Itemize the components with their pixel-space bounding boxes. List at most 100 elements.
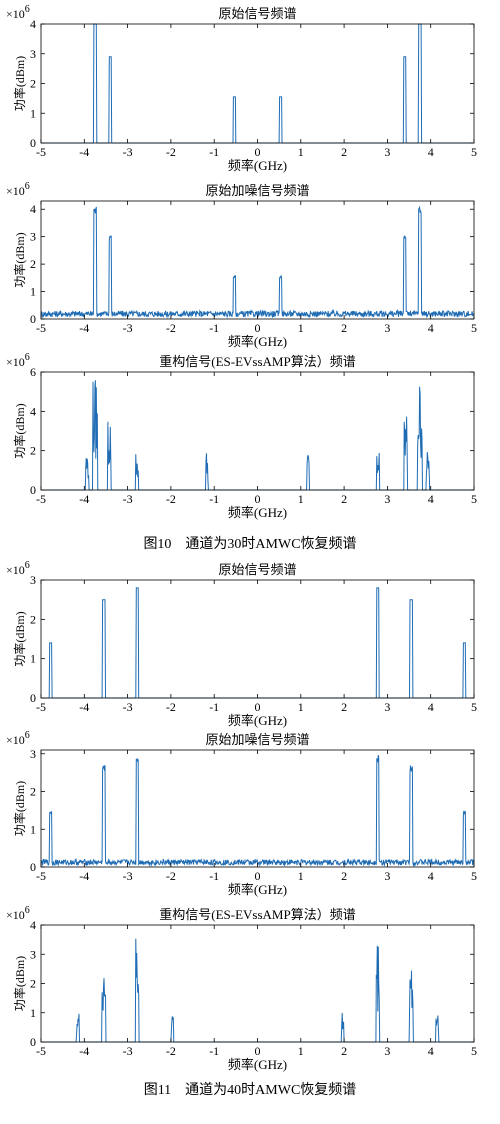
- y-axis-label: 功率(dBm): [12, 403, 27, 458]
- chart-panel-6: 重构信号(ES-EVssAMP算法）频谱 ×106 -5 -4 -3 -2 -1 0 1 2 3 4 5…: [6, 905, 477, 1072]
- y-tick-label: 1: [30, 1006, 36, 1020]
- spectrum-series-line: [41, 23, 474, 144]
- y-tick-label: 2: [30, 77, 36, 91]
- x-tick-label: 0: [255, 869, 261, 883]
- x-tick-label: -5: [36, 869, 46, 883]
- x-tick-label: 5: [471, 145, 477, 159]
- x-tick-label: -3: [123, 145, 133, 159]
- y-tick-label: 0: [30, 312, 36, 326]
- plot-frame: [40, 371, 475, 491]
- chart-title: 重构信号(ES-EVssAMP算法）频谱: [159, 907, 355, 922]
- x-axis-label: 频率(GHz): [228, 158, 287, 173]
- x-tick-label: -2: [166, 145, 176, 159]
- y-tick-label: 1: [30, 822, 36, 836]
- x-tick-label: -3: [123, 700, 133, 714]
- y-tick-label: 3: [30, 230, 36, 244]
- spectrum-series-line: [40, 205, 475, 319]
- x-tick-label: 4: [428, 321, 434, 335]
- chart-panel-3: 重构信号(ES-EVssAMP算法）频谱 ×106 -5 -4 -3 -2 -1 0 1 2 3 4 5…: [6, 352, 477, 520]
- x-tick-label: 0: [255, 1044, 261, 1058]
- y-tick-label: 3: [30, 747, 36, 761]
- plot-frame: [40, 23, 475, 144]
- x-tick-label: -4: [79, 145, 89, 159]
- y-tick-label: 4: [30, 404, 36, 418]
- x-tick-label: 3: [384, 1044, 390, 1058]
- y-tick-label: 6: [30, 365, 36, 379]
- chart-title: 重构信号(ES-EVssAMP算法）频谱: [159, 354, 355, 369]
- x-tick-label: -2: [166, 492, 176, 506]
- x-tick-label: -4: [79, 869, 89, 883]
- spectrum-series-line: [41, 380, 474, 491]
- y-tick-label: 0: [30, 483, 36, 497]
- x-tick-label: 2: [341, 492, 347, 506]
- x-tick-label: 1: [298, 700, 304, 714]
- chart-panel-2: 原始加噪信号频谱 ×106 -5 -4 -3 -2 -1 0 1 2 3 4 5 0 1 2 3 4 频率(GHz)…: [6, 181, 477, 349]
- x-tick-label: 4: [428, 700, 434, 714]
- y-axis-label: 功率(dBm): [12, 611, 27, 666]
- x-tick-label: 3: [384, 145, 390, 159]
- x-tick-label: -1: [209, 145, 219, 159]
- x-tick-label: 0: [255, 700, 261, 714]
- x-tick-label: -5: [36, 145, 46, 159]
- y-tick-label: 4: [30, 918, 36, 932]
- y-exponent-label: ×106: [6, 560, 30, 577]
- x-tick-label: 1: [298, 321, 304, 335]
- x-tick-label: -1: [209, 700, 219, 714]
- x-tick-label: -2: [166, 1044, 176, 1058]
- x-tick-label: -1: [209, 869, 219, 883]
- x-tick-label: -4: [79, 321, 89, 335]
- x-tick-label: -3: [123, 321, 133, 335]
- x-tick-label: 5: [471, 700, 477, 714]
- x-tick-label: 4: [428, 492, 434, 506]
- chart-title: 原始信号频谱: [218, 562, 296, 577]
- x-tick-label: 0: [255, 321, 261, 335]
- x-tick-label: 1: [298, 492, 304, 506]
- plot-frame: [40, 200, 475, 320]
- x-tick-label: 3: [384, 492, 390, 506]
- x-tick-label: 1: [298, 1044, 304, 1058]
- chart-title: 原始加噪信号频谱: [205, 732, 309, 747]
- y-tick-label: 1: [30, 652, 36, 666]
- x-tick-label: -3: [123, 869, 133, 883]
- x-tick-label: 4: [428, 145, 434, 159]
- x-tick-label: 2: [341, 321, 347, 335]
- y-tick-label: 4: [30, 17, 36, 31]
- chart-title: 原始加噪信号频谱: [205, 183, 309, 198]
- x-tick-label: 3: [384, 869, 390, 883]
- y-axis-label: 功率(dBm): [12, 956, 27, 1011]
- x-tick-label: 4: [428, 869, 434, 883]
- y-tick-label: 0: [30, 136, 36, 150]
- plot-frame: [40, 579, 475, 699]
- y-tick-label: 2: [30, 444, 36, 458]
- x-tick-label: 0: [255, 145, 261, 159]
- y-tick-label: 3: [30, 573, 36, 587]
- chart-panel-1: 原始信号频谱 ×106 -5 -4 -3 -2 -1 0 1 2 3 4 5 0 1 2 3 4 频率(GHz) 功率…: [6, 4, 477, 173]
- y-tick-label: 2: [30, 612, 36, 626]
- chart-panel-4: 原始信号频谱 ×106 -5 -4 -3 -2 -1 0 1 2 3 4 5 0 1 2 3 频率(GHz) 功率(…: [6, 560, 477, 728]
- x-tick-label: -5: [36, 700, 46, 714]
- x-axis-label: 频率(GHz): [228, 1057, 287, 1072]
- x-tick-label: 5: [471, 1044, 477, 1058]
- y-tick-label: 0: [30, 860, 36, 874]
- y-exponent-label: ×106: [6, 181, 30, 198]
- y-exponent-label: ×106: [6, 905, 30, 922]
- figure-caption-11: 图11 通道为40时AMWC恢复频谱: [144, 1081, 357, 1098]
- x-tick-label: 1: [298, 869, 304, 883]
- x-tick-label: -4: [79, 492, 89, 506]
- y-tick-label: 2: [30, 977, 36, 991]
- y-tick-label: 2: [30, 785, 36, 799]
- x-tick-label: -1: [209, 321, 219, 335]
- chart-title: 原始信号频谱: [218, 6, 296, 21]
- x-tick-label: -1: [209, 1044, 219, 1058]
- x-tick-label: -1: [209, 492, 219, 506]
- plot-frame: [40, 749, 475, 868]
- y-tick-label: 3: [30, 47, 36, 61]
- x-tick-label: 5: [471, 869, 477, 883]
- y-tick-label: 0: [30, 691, 36, 705]
- x-tick-label: 2: [341, 1044, 347, 1058]
- figure-caption-10: 图10 通道为30时AMWC恢复频谱: [143, 535, 356, 552]
- x-tick-label: 3: [384, 700, 390, 714]
- x-tick-label: -5: [36, 1044, 46, 1058]
- x-tick-label: -4: [79, 700, 89, 714]
